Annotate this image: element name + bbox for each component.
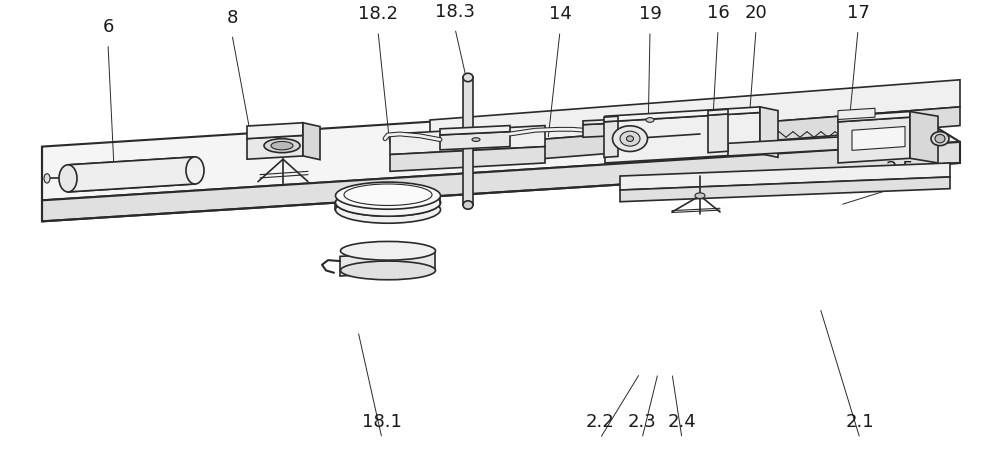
Polygon shape	[390, 147, 545, 171]
Ellipse shape	[336, 189, 440, 216]
Ellipse shape	[271, 141, 293, 150]
Polygon shape	[852, 127, 905, 150]
Text: 20: 20	[745, 4, 767, 22]
Ellipse shape	[186, 157, 204, 184]
Ellipse shape	[340, 261, 436, 280]
Text: 6: 6	[102, 18, 114, 36]
Text: 18.2: 18.2	[358, 5, 398, 23]
Ellipse shape	[695, 193, 705, 198]
Ellipse shape	[612, 126, 648, 151]
Polygon shape	[708, 109, 728, 115]
Polygon shape	[910, 111, 938, 163]
Polygon shape	[708, 114, 728, 153]
Polygon shape	[430, 80, 960, 148]
Ellipse shape	[336, 189, 440, 216]
Polygon shape	[390, 126, 545, 155]
Text: 18.3: 18.3	[435, 2, 475, 20]
Ellipse shape	[463, 73, 473, 82]
Polygon shape	[604, 116, 618, 122]
Polygon shape	[68, 157, 195, 192]
Ellipse shape	[472, 138, 480, 141]
Polygon shape	[247, 135, 303, 159]
Text: 8: 8	[226, 9, 238, 27]
Polygon shape	[604, 121, 618, 158]
Polygon shape	[303, 123, 320, 159]
Polygon shape	[440, 132, 510, 150]
Polygon shape	[440, 126, 510, 135]
Polygon shape	[583, 123, 612, 137]
Ellipse shape	[620, 131, 640, 146]
Ellipse shape	[463, 201, 473, 209]
Text: 14: 14	[549, 5, 571, 23]
Text: 2.1: 2.1	[846, 413, 874, 431]
Polygon shape	[463, 78, 473, 205]
Polygon shape	[42, 93, 960, 200]
Text: 2.3: 2.3	[628, 413, 656, 431]
Polygon shape	[838, 108, 875, 119]
Text: 18.1: 18.1	[362, 413, 402, 431]
Polygon shape	[620, 177, 950, 202]
Polygon shape	[605, 112, 760, 163]
Polygon shape	[247, 123, 303, 139]
Ellipse shape	[44, 174, 50, 183]
Text: 16: 16	[707, 4, 729, 22]
Ellipse shape	[340, 241, 436, 260]
Ellipse shape	[646, 118, 654, 122]
Ellipse shape	[344, 184, 432, 206]
Text: 2.2: 2.2	[586, 413, 614, 431]
Ellipse shape	[336, 182, 440, 209]
Polygon shape	[728, 136, 850, 156]
Text: 17: 17	[847, 4, 869, 22]
Ellipse shape	[59, 165, 77, 192]
Text: 19: 19	[639, 5, 661, 23]
Polygon shape	[605, 107, 760, 122]
Polygon shape	[583, 119, 612, 125]
Polygon shape	[42, 142, 960, 221]
Text: 2.5: 2.5	[886, 160, 914, 178]
Polygon shape	[760, 107, 778, 158]
Polygon shape	[838, 111, 910, 122]
Polygon shape	[620, 163, 950, 190]
Polygon shape	[838, 117, 910, 163]
Ellipse shape	[626, 136, 634, 141]
Ellipse shape	[935, 134, 945, 143]
Polygon shape	[430, 107, 960, 168]
Polygon shape	[340, 251, 435, 276]
Text: 2.4: 2.4	[668, 413, 696, 431]
Ellipse shape	[264, 139, 300, 153]
Ellipse shape	[336, 196, 440, 223]
Ellipse shape	[931, 132, 949, 146]
